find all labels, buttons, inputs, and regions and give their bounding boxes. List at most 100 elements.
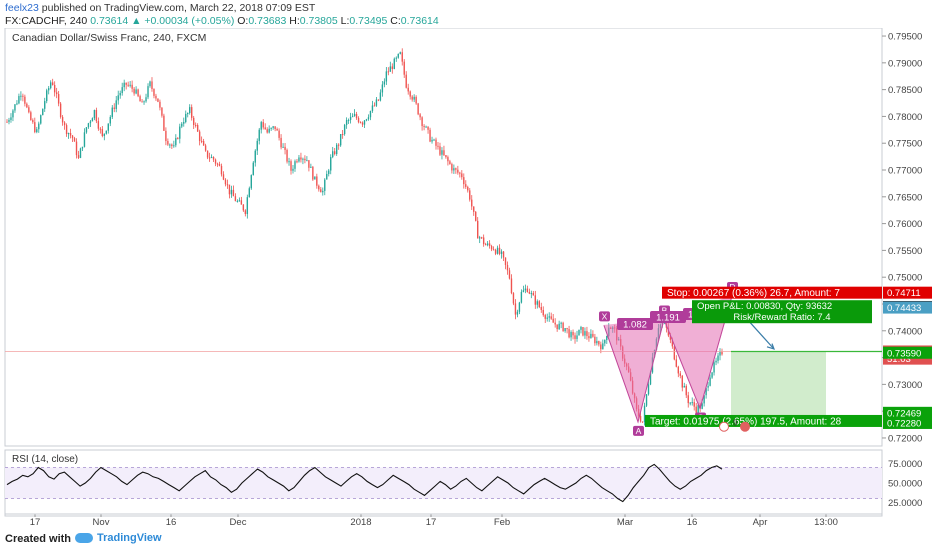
candle-body	[347, 119, 350, 121]
rsi-tick-label: 75.0000	[888, 459, 922, 470]
candle-body	[397, 53, 399, 58]
candle-body	[252, 162, 254, 176]
candle-body	[510, 278, 513, 294]
candle-body	[115, 100, 117, 109]
candle-body	[290, 161, 292, 171]
time-tick-label: 16	[166, 517, 177, 528]
candle-body	[296, 161, 298, 163]
candle-body	[534, 295, 537, 305]
candle-body	[369, 110, 372, 118]
time-tick-label: 17	[426, 517, 437, 528]
candle-body	[272, 126, 274, 128]
event-icon	[740, 421, 750, 432]
candle-body	[445, 155, 447, 158]
candle-body	[294, 161, 296, 169]
candle-body	[194, 125, 197, 127]
candle-body	[357, 118, 360, 123]
candle-body	[381, 84, 384, 93]
price-tick-label: 0.72000	[888, 433, 922, 444]
candle-body	[520, 291, 523, 303]
candle-body	[111, 107, 113, 117]
candle-body	[123, 82, 125, 88]
candle-body	[550, 316, 552, 319]
candle-body	[349, 116, 352, 120]
candle-body	[135, 89, 137, 94]
candle-body	[403, 61, 405, 75]
candle-body	[214, 159, 217, 164]
candle-body	[578, 329, 580, 336]
candle-body	[278, 130, 280, 138]
candle-body	[542, 309, 544, 316]
candle-body	[377, 99, 380, 101]
event-icon	[719, 421, 729, 432]
candle-body	[544, 315, 546, 319]
candle-body	[594, 336, 596, 344]
candle-body	[304, 158, 306, 161]
candle-body	[522, 290, 525, 292]
candle-body	[196, 125, 199, 132]
tradingview-brand: TradingView	[97, 532, 162, 544]
price-tick-label: 0.74000	[888, 326, 922, 337]
tradingview-logo[interactable]: TradingView	[75, 532, 162, 544]
candle-body	[95, 110, 98, 122]
rsi-series	[6, 463, 723, 503]
candle-body	[421, 117, 423, 127]
candle-body	[161, 107, 163, 116]
candle-body	[586, 331, 588, 337]
candle-body	[244, 210, 247, 215]
candle-body	[343, 124, 346, 135]
candle-body	[465, 184, 467, 187]
candle-body	[463, 177, 465, 185]
candle-body	[548, 316, 550, 318]
candle-body	[590, 333, 592, 339]
candle-body	[220, 165, 223, 175]
close-value: 0.73614	[400, 15, 439, 27]
candle-body	[451, 164, 453, 171]
candle-body	[12, 110, 14, 118]
candle-body	[705, 387, 707, 396]
candle-body	[540, 307, 542, 310]
candle-body	[411, 96, 413, 100]
price-tick-label: 0.75000	[888, 273, 922, 284]
candle-body	[375, 99, 378, 106]
candle-body	[183, 122, 185, 124]
candle-body	[165, 130, 167, 142]
candle-body	[234, 196, 237, 202]
candle-body	[471, 199, 473, 207]
candle-body	[409, 91, 411, 97]
candle-body	[564, 328, 566, 332]
price-tick-label: 0.78500	[888, 85, 922, 96]
candle-body	[131, 84, 133, 89]
candle-body	[206, 150, 209, 158]
candle-body	[179, 126, 181, 139]
candle-body	[268, 128, 270, 133]
candle-body	[53, 84, 56, 93]
candle-body	[262, 122, 264, 128]
candle-body	[232, 189, 235, 197]
candle-body	[280, 137, 282, 148]
candle-body	[602, 343, 604, 350]
candle-body	[300, 157, 302, 160]
last-price: 0.73614	[90, 15, 129, 27]
rsi-tick-label: 25.0000	[888, 498, 922, 509]
candle-body	[212, 156, 215, 160]
candle-body	[486, 243, 489, 246]
candle-body	[332, 151, 334, 158]
pattern-ratio-badge	[650, 311, 686, 323]
candle-body	[208, 157, 211, 159]
candle-body	[691, 402, 693, 404]
candle-body	[228, 184, 231, 195]
candle-body	[157, 98, 159, 102]
candle-body	[14, 104, 16, 111]
candle-body	[498, 247, 501, 254]
candle-body	[707, 385, 709, 388]
candle-body	[6, 121, 8, 123]
candle-body	[383, 81, 386, 85]
candle-body	[328, 170, 330, 174]
low-label: L:	[340, 15, 350, 27]
publisher-user[interactable]: feelx23	[5, 2, 39, 14]
candle-body	[330, 157, 332, 171]
price-tick-label: 0.75500	[888, 246, 922, 257]
candle-body	[175, 138, 177, 146]
